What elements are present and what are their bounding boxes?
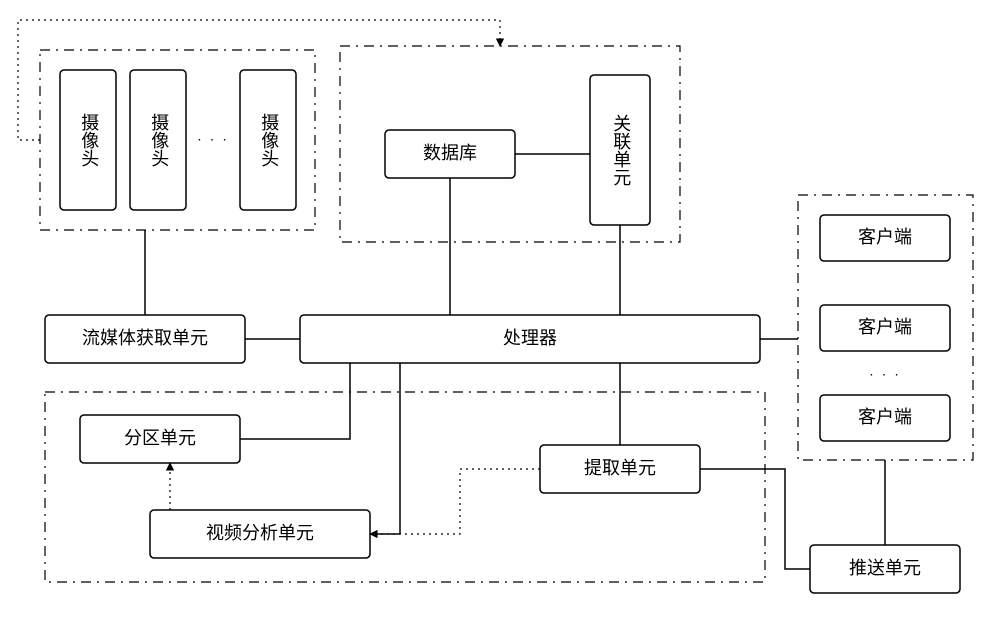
label-video: 视频分析单元 bbox=[206, 523, 314, 543]
label-processor: 处理器 bbox=[503, 328, 557, 348]
label-push: 推送单元 bbox=[849, 558, 921, 578]
label-client1: 客户端 bbox=[858, 227, 912, 247]
label-stream: 流媒体获取单元 bbox=[82, 328, 208, 348]
label-database: 数据库 bbox=[423, 143, 477, 163]
client-ellipsis: · · · bbox=[869, 366, 901, 382]
label-camera3: 摄像头 bbox=[259, 113, 279, 167]
edge-extract-push bbox=[700, 469, 810, 569]
label-relation: 关联单元 bbox=[611, 114, 631, 186]
camera-ellipsis: · · · bbox=[197, 131, 229, 147]
label-client3: 客户端 bbox=[858, 407, 912, 427]
flowchart-diagram: 摄像头 摄像头 摄像头 · · · 数据库 关联单元 流媒体获取单元 处理器 分… bbox=[0, 0, 1000, 640]
label-camera2: 摄像头 bbox=[149, 113, 169, 167]
label-camera1: 摄像头 bbox=[79, 113, 99, 167]
label-partition: 分区单元 bbox=[124, 428, 196, 448]
label-client2: 客户端 bbox=[858, 317, 912, 337]
label-extract: 提取单元 bbox=[584, 458, 656, 478]
edge-processor-partition bbox=[240, 363, 350, 439]
edge-extract-video bbox=[370, 469, 540, 534]
